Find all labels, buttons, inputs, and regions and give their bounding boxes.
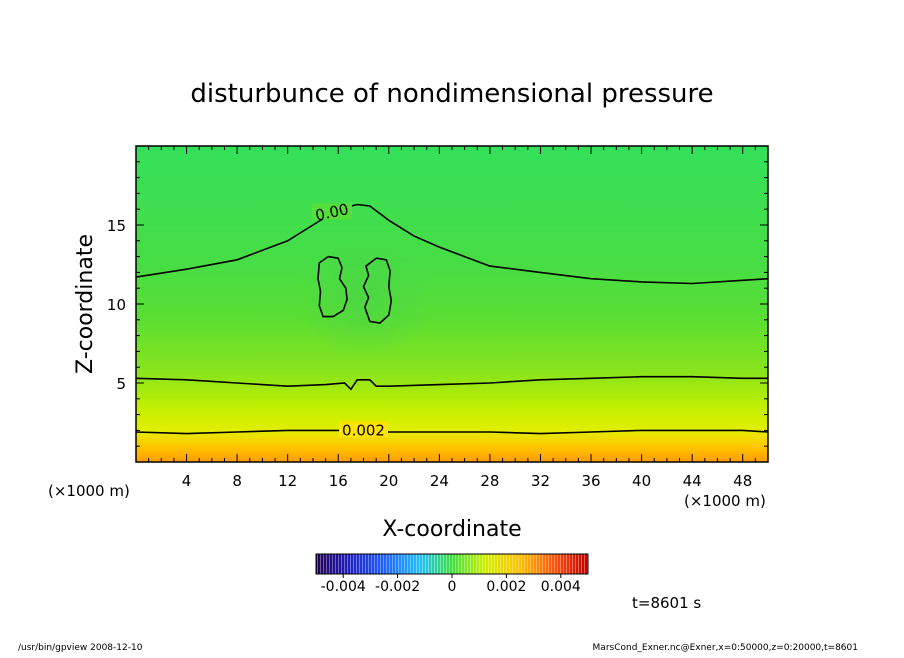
x-unit-right: (×1000 m)	[684, 492, 766, 510]
x-tick-label: 8	[232, 472, 242, 490]
x-tick-label: 44	[683, 472, 702, 490]
contour-line	[317, 255, 348, 318]
x-tick-label: 16	[329, 472, 348, 490]
y-tick-label: 10	[107, 296, 126, 314]
contour-label-bg	[339, 421, 389, 438]
x-tick-label: 20	[379, 472, 398, 490]
contour-label-bg	[311, 203, 352, 220]
x-tick-label: 12	[278, 472, 297, 490]
x-tick-label: 36	[581, 472, 600, 490]
colorbar-tick-label: 0.002	[486, 579, 526, 595]
contour-line	[135, 429, 769, 435]
colorbar-tick-label: 0.004	[541, 579, 581, 595]
x-unit-left: (×1000 m)	[48, 482, 130, 500]
x-axis-label: X-coordinate	[382, 517, 521, 542]
contour-line	[135, 203, 769, 285]
plot-area: 0.000.002	[135, 145, 769, 463]
time-label: t=8601 s	[632, 594, 701, 612]
footer-left: /usr/bin/gpview 2008-12-10	[18, 643, 143, 653]
x-tick-label: 28	[480, 472, 499, 490]
colorbar: -0.004 -0.002 0 0.002 0.004	[315, 553, 589, 595]
x-tick-label: 4	[182, 472, 192, 490]
x-tick-labels: 4 8 12 16 20 24 28 32 36 40 44 48	[182, 472, 752, 490]
colorbar-tick-label: 0	[448, 579, 457, 595]
field-bump	[295, 240, 435, 360]
x-tick-label: 24	[430, 472, 449, 490]
contour-line	[135, 375, 768, 391]
y-axis-label: Z-coordinate	[73, 234, 98, 374]
chart-title: disturbunce of nondimensional pressure	[190, 79, 713, 109]
contour-label: 0.002	[342, 421, 385, 439]
y-tick-label: 5	[116, 375, 126, 393]
footer-right: MarsCond_Exner.nc@Exner,x=0:50000,z=0:20…	[593, 643, 858, 653]
x-tick-label: 32	[531, 472, 550, 490]
contour-labels: 0.000.002	[311, 200, 389, 439]
x-tick-label: 48	[733, 472, 752, 490]
y-tick-labels: 5 10 15	[107, 217, 126, 393]
contour-line	[362, 257, 393, 324]
colorbar-tick-label: -0.002	[375, 579, 420, 595]
field-fill	[136, 146, 768, 462]
colorbar-tick-labels: -0.004 -0.002 0 0.002 0.004	[321, 574, 581, 595]
y-tick-label: 15	[107, 217, 126, 235]
axis-ticks	[136, 146, 768, 462]
colorbar-tick-label: -0.004	[321, 579, 366, 595]
colorbar-stripes	[316, 554, 588, 574]
x-tick-label: 40	[632, 472, 651, 490]
contour-lines	[135, 203, 769, 435]
